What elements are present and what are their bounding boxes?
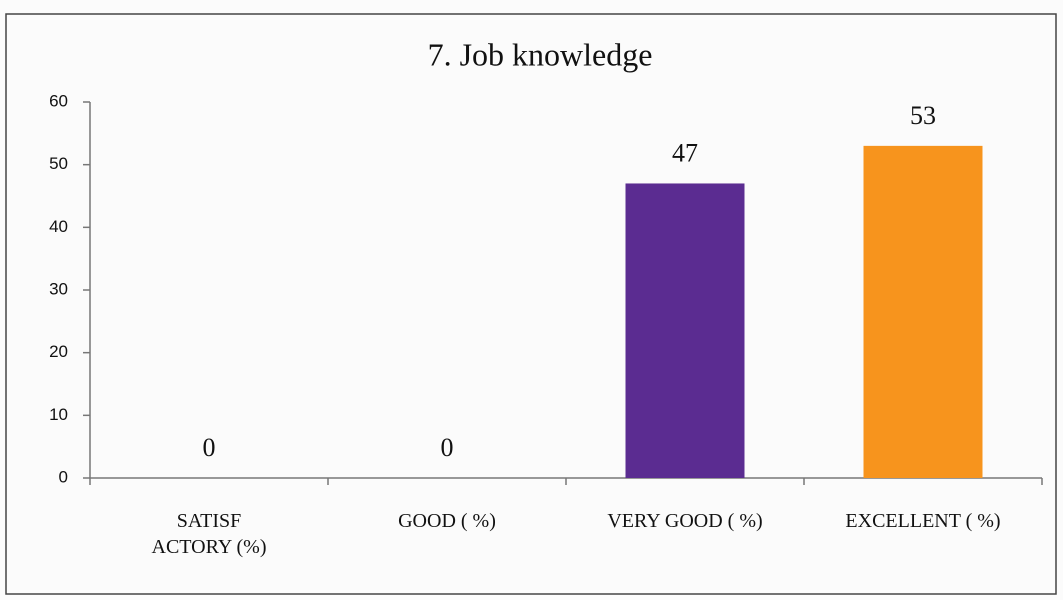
y-tick-label: 50 xyxy=(49,154,68,173)
data-label: 0 xyxy=(203,433,216,462)
bar xyxy=(625,183,745,478)
y-tick-label: 40 xyxy=(49,217,68,236)
x-tick-label: EXCELLENT ( %) xyxy=(845,510,1001,532)
chart-frame xyxy=(5,13,1057,595)
data-label: 0 xyxy=(441,433,454,462)
data-label: 53 xyxy=(910,101,936,130)
y-tick-label: 10 xyxy=(49,405,68,424)
bar xyxy=(863,145,983,478)
y-tick-label: 0 xyxy=(59,467,68,486)
chart-title: 7. Job knowledge xyxy=(428,36,653,72)
x-tick-label: VERY GOOD ( %) xyxy=(607,510,763,532)
y-tick-label: 30 xyxy=(49,279,68,298)
y-tick-label: 20 xyxy=(49,342,68,361)
x-tick-label: SATISF ACTORY (%) xyxy=(151,510,267,558)
x-tick-label: GOOD ( %) xyxy=(398,510,496,532)
y-tick-label: 60 xyxy=(49,91,68,110)
data-label: 47 xyxy=(672,138,698,167)
